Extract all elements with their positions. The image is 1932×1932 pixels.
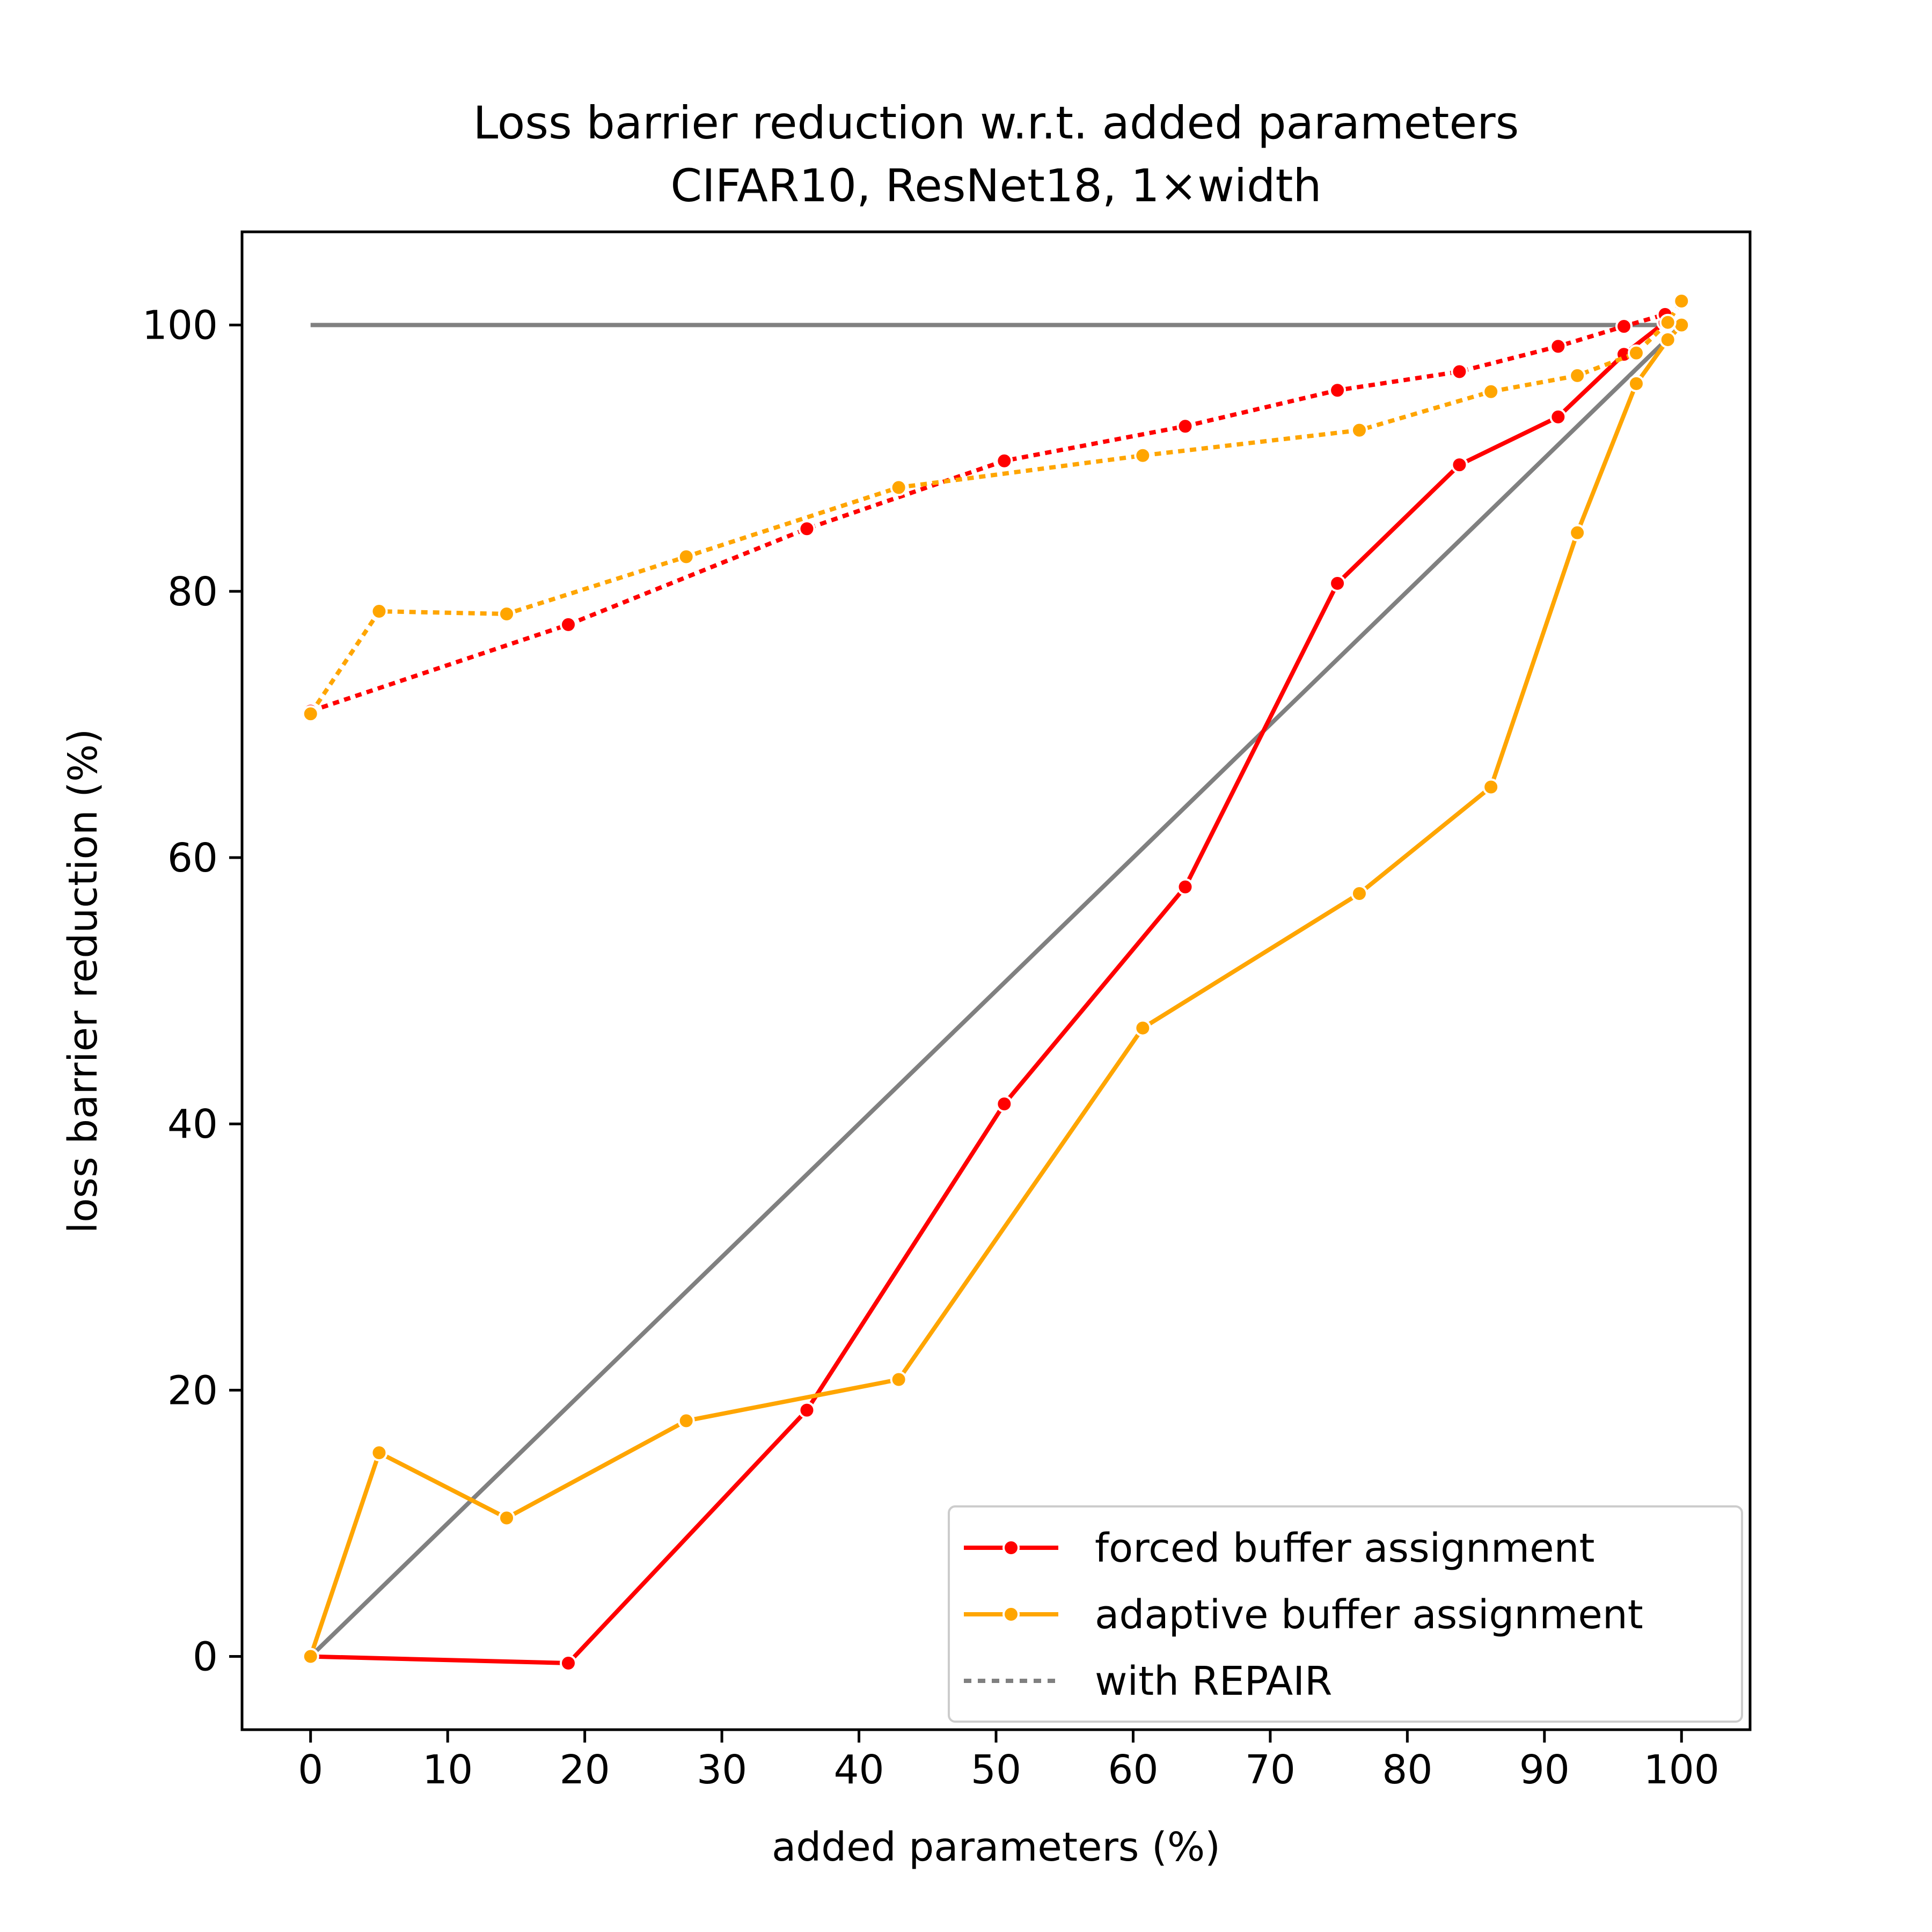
series-4-point bbox=[1350, 421, 1368, 439]
series-2-point bbox=[302, 1648, 319, 1665]
series-3-point bbox=[1615, 318, 1633, 335]
series-line-1 bbox=[310, 320, 1667, 1665]
legend-marker bbox=[1002, 1606, 1020, 1623]
y-tick-label: 100 bbox=[142, 303, 218, 349]
y-tick-label: 60 bbox=[167, 835, 218, 881]
chart-title: Loss barrier reduction w.r.t. added para… bbox=[473, 97, 1519, 149]
x-tick-label: 30 bbox=[697, 1747, 747, 1793]
x-tick-label: 70 bbox=[1245, 1747, 1296, 1793]
series-4-point bbox=[302, 705, 319, 723]
series-4-point bbox=[1673, 292, 1690, 310]
x-axis: 0 10 20 30 40 50 60 70 80 90 100 bbox=[298, 1730, 1719, 1793]
legend: forced buffer assignment adaptive buffer … bbox=[948, 1505, 1743, 1723]
y-axis: 0 20 40 60 80 100 bbox=[142, 303, 242, 1680]
series-1-point bbox=[1329, 574, 1346, 592]
series-2-point bbox=[1627, 375, 1645, 392]
legend-label: adaptive buffer assignment bbox=[1095, 1592, 1643, 1638]
x-tick-label: 40 bbox=[833, 1747, 884, 1793]
series-4-point bbox=[1482, 383, 1500, 400]
series-line-2 bbox=[308, 323, 1684, 1657]
series-2-point bbox=[1482, 778, 1500, 796]
series-1-point bbox=[1549, 408, 1567, 426]
series-4-point bbox=[498, 605, 516, 623]
x-tick-label: 20 bbox=[560, 1747, 610, 1793]
series-3-point bbox=[1176, 418, 1194, 435]
series-line-3 bbox=[310, 312, 1666, 713]
x-tick-label: 60 bbox=[1108, 1747, 1158, 1793]
legend-marker bbox=[1002, 1539, 1020, 1556]
series-1-point bbox=[798, 1401, 816, 1419]
series-2-point bbox=[1659, 331, 1677, 348]
series-4-point bbox=[890, 479, 908, 496]
y-tick-label: 80 bbox=[167, 569, 218, 615]
series-3-point bbox=[1451, 363, 1468, 380]
x-axis-label: added parameters (%) bbox=[772, 1824, 1220, 1870]
series-1-point bbox=[996, 1095, 1013, 1113]
x-tick-label: 10 bbox=[422, 1747, 473, 1793]
series-2-point bbox=[498, 1509, 516, 1527]
series-3-point bbox=[798, 520, 816, 538]
chart-subtitle: CIFAR10, ResNet18, 1×width bbox=[670, 159, 1321, 212]
legend-label: forced buffer assignment bbox=[1095, 1525, 1595, 1571]
series-4-point bbox=[1134, 447, 1152, 464]
x-tick-label: 50 bbox=[971, 1747, 1021, 1793]
series-1-point bbox=[1176, 878, 1194, 896]
series-2-point bbox=[1673, 316, 1690, 334]
series-3-point bbox=[996, 452, 1013, 470]
series-3-point bbox=[1549, 338, 1567, 355]
series-2-point bbox=[370, 1444, 388, 1461]
y-axis-label: loss barrier reduction (%) bbox=[60, 729, 106, 1234]
x-tick-label: 100 bbox=[1644, 1747, 1719, 1793]
x-tick-label: 90 bbox=[1519, 1747, 1570, 1793]
plot-area bbox=[302, 292, 1690, 1672]
x-tick-label: 0 bbox=[298, 1747, 323, 1793]
series-2-point bbox=[677, 1412, 695, 1430]
series-2-point bbox=[1350, 885, 1368, 903]
series-4-point bbox=[1659, 313, 1677, 331]
legend-box bbox=[948, 1505, 1743, 1723]
x-tick-label: 80 bbox=[1382, 1747, 1432, 1793]
series-4-point bbox=[370, 603, 388, 620]
y-tick-label: 0 bbox=[193, 1634, 218, 1680]
series-3-point bbox=[559, 616, 577, 633]
series-1-point bbox=[1451, 456, 1468, 474]
series-2-point bbox=[890, 1371, 908, 1388]
legend-label: with REPAIR bbox=[1095, 1658, 1332, 1704]
series-1-point bbox=[559, 1654, 577, 1672]
series-4-point bbox=[1627, 344, 1645, 362]
series-2-point bbox=[1569, 524, 1586, 541]
series-4-point bbox=[1569, 367, 1586, 384]
y-tick-label: 20 bbox=[167, 1367, 218, 1414]
series-4-point bbox=[677, 548, 695, 566]
series-2-point bbox=[1134, 1019, 1152, 1037]
y-tick-label: 40 bbox=[167, 1101, 218, 1147]
series-3-point bbox=[1329, 382, 1346, 399]
reference-line-2 bbox=[309, 323, 1684, 1658]
